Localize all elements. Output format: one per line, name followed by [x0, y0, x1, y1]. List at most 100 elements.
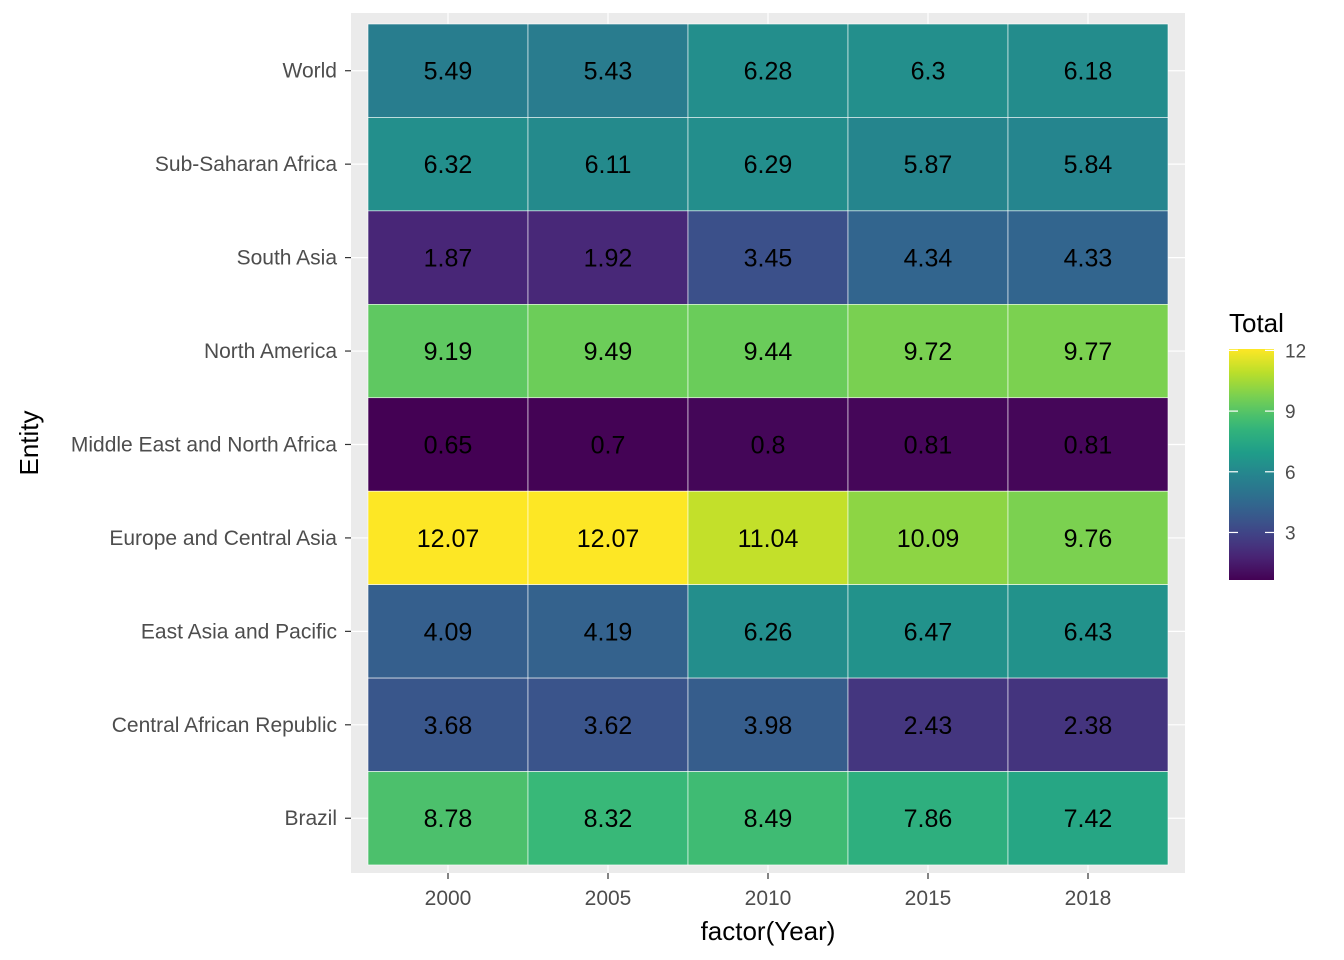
- cell-value-label: 4.19: [584, 618, 633, 646]
- heatmap-cell: [527, 771, 689, 866]
- heatmap-cell: [1007, 771, 1169, 866]
- y-tick-label: South Asia: [237, 247, 338, 270]
- x-tick-label: 2010: [745, 887, 792, 910]
- legend-title: Total: [1229, 308, 1284, 338]
- cell-value-label: 5.87: [904, 151, 953, 179]
- heatmap-cell: [1007, 304, 1169, 399]
- cell-value-label: 1.92: [584, 245, 633, 273]
- heatmap-cell: [687, 23, 849, 118]
- cell-value-label: 6.47: [904, 618, 953, 646]
- legend-tick-label: 3: [1285, 523, 1296, 544]
- heatmap-cell: [367, 584, 529, 679]
- legend-colorbar: [1229, 349, 1274, 580]
- heatmap-cell: [687, 210, 849, 305]
- cell-value-label: 6.11: [585, 151, 632, 179]
- heatmap-cell: [527, 304, 689, 399]
- cell-value-label: 0.65: [424, 431, 473, 459]
- x-tick-label: 2018: [1065, 887, 1112, 910]
- cell-value-label: 2.38: [1064, 712, 1113, 740]
- cell-value-label: 9.77: [1064, 338, 1113, 366]
- heatmap-cell: [367, 771, 529, 866]
- heatmap-cell: [687, 677, 849, 772]
- x-axis-title: factor(Year): [701, 916, 836, 946]
- heatmap-cell: [847, 771, 1009, 866]
- cell-value-label: 12.07: [577, 525, 640, 553]
- y-tick-label: East Asia and Pacific: [141, 620, 337, 643]
- cell-value-label: 11.04: [738, 525, 799, 553]
- heatmap-cell: [527, 677, 689, 772]
- cell-value-label: 10.09: [897, 525, 960, 553]
- legend-tick-label: 12: [1285, 341, 1306, 362]
- heatmap-cell: [367, 23, 529, 118]
- cell-value-label: 6.18: [1064, 58, 1113, 86]
- cell-value-label: 8.32: [584, 805, 633, 833]
- heatmap-cell: [527, 490, 689, 585]
- cell-value-label: 9.76: [1064, 525, 1113, 553]
- heatmap-cell: [1007, 584, 1169, 679]
- cell-value-label: 7.42: [1064, 805, 1113, 833]
- cell-value-label: 6.29: [744, 151, 793, 179]
- heatmap-cell: [847, 23, 1009, 118]
- y-axis-title: Entity: [14, 410, 44, 475]
- cell-value-label: 3.68: [424, 712, 473, 740]
- legend-tick-label: 6: [1285, 463, 1296, 484]
- y-axis: World Sub-Saharan Africa South Asia North A…: [71, 60, 351, 830]
- cell-value-label: 6.28: [744, 58, 793, 86]
- cell-value-label: 6.43: [1064, 618, 1113, 646]
- cell-value-label: 0.81: [904, 431, 953, 459]
- heatmap-cell: [847, 584, 1009, 679]
- heatmap-cell: [367, 490, 529, 585]
- cell-value-labels: 5.49 5.43 6.28 6.3 6.18 6.32 6.11 6.29 5.87 5.84 1…: [417, 58, 1113, 834]
- heatmap-cell: [527, 397, 689, 492]
- heatmap-cell: [687, 584, 849, 679]
- y-tick-label: Middle East and North Africa: [71, 433, 337, 456]
- heatmap-cell: [847, 210, 1009, 305]
- cell-value-label: 3.45: [744, 245, 793, 273]
- heatmap-cell: [527, 23, 689, 118]
- legend-tick-label: 9: [1285, 402, 1296, 423]
- y-tick-label: Brazil: [284, 807, 337, 830]
- cell-value-label: 9.49: [584, 338, 633, 366]
- cell-value-label: 0.81: [1064, 431, 1113, 459]
- color-legend: Total 3 6 9 12: [1229, 308, 1306, 580]
- y-tick-label: World: [283, 60, 337, 83]
- x-tick-label: 2005: [585, 887, 632, 910]
- x-tick-label: 2000: [425, 887, 472, 910]
- cell-value-label: 9.19: [424, 338, 473, 366]
- heatmap-cell: [1007, 490, 1169, 585]
- heatmap-cell: [687, 397, 849, 492]
- cell-value-label: 4.33: [1064, 245, 1113, 273]
- cell-value-label: 5.49: [424, 58, 473, 86]
- heatmap-cell: [527, 117, 689, 212]
- cell-value-label: 6.32: [424, 151, 473, 179]
- heatmap-cell: [687, 771, 849, 866]
- heatmap-cell: [367, 677, 529, 772]
- heatmap-cell: [847, 490, 1009, 585]
- heatmap-cell: [527, 584, 689, 679]
- y-tick-label: North America: [204, 340, 337, 363]
- heatmap-cell: [847, 397, 1009, 492]
- cell-value-label: 4.34: [904, 245, 953, 273]
- cell-value-label: 6.26: [744, 618, 793, 646]
- cell-value-label: 7.86: [904, 805, 953, 833]
- heatmap-cell: [367, 397, 529, 492]
- cell-value-label: 9.72: [904, 338, 953, 366]
- heatmap-cell: [1007, 23, 1169, 118]
- y-tick-label: Europe and Central Asia: [109, 527, 337, 550]
- heatmap-cell: [1007, 397, 1169, 492]
- cell-value-label: 8.49: [744, 805, 793, 833]
- heatmap-cell: [1007, 210, 1169, 305]
- heatmap-cell: [847, 117, 1009, 212]
- cell-value-label: 9.44: [744, 338, 793, 366]
- cell-value-label: 0.7: [591, 431, 626, 459]
- x-axis: 2000 2005 2010 2015 2018: [425, 873, 1112, 910]
- cell-value-label: 6.3: [911, 58, 946, 86]
- heatmap-cells: [367, 23, 1169, 866]
- heatmap-cell: [367, 304, 529, 399]
- y-tick-label: Central African Republic: [112, 714, 337, 737]
- cell-value-label: 8.78: [424, 805, 473, 833]
- heatmap-cell: [687, 117, 849, 212]
- cell-value-label: 1.87: [424, 245, 473, 273]
- cell-value-label: 3.98: [744, 712, 793, 740]
